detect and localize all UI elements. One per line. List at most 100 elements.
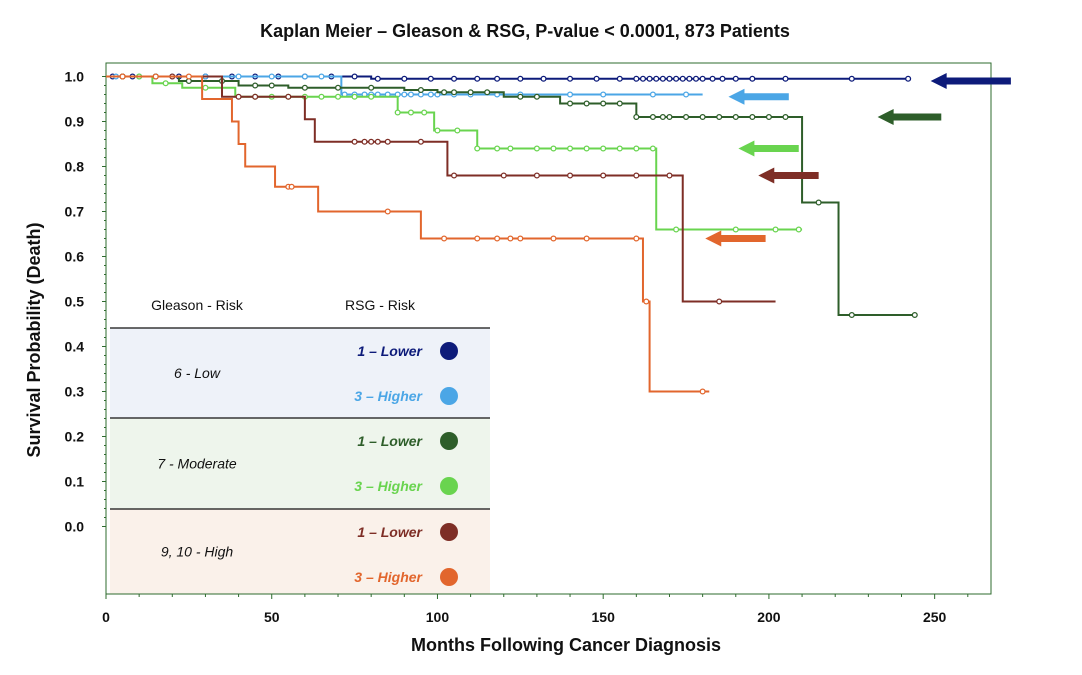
survival-curve (106, 75, 710, 393)
x-tick-label: 200 (757, 609, 781, 625)
censor-mark (673, 75, 680, 82)
censor-mark (600, 145, 607, 152)
km-series-5 (106, 73, 766, 395)
legend-header-rsg: RSG - Risk (345, 297, 416, 313)
censor-mark (659, 113, 666, 121)
censor-mark (699, 113, 706, 121)
censor-mark (646, 75, 653, 82)
y-axis-title: Survival Probability (Death) (24, 222, 44, 457)
legend-entry-label: 1 – Lower (357, 524, 423, 540)
censor-mark (162, 80, 169, 87)
censor-mark (583, 145, 590, 152)
x-tick-label: 250 (923, 609, 947, 625)
censor-mark (815, 199, 822, 206)
censor-mark (782, 75, 789, 82)
censor-mark (441, 235, 448, 242)
series-arrow (728, 88, 789, 105)
censor-mark (649, 145, 656, 152)
y-tick-label: 0.5 (65, 294, 85, 310)
censor-mark (185, 73, 192, 80)
censor-mark (450, 75, 458, 82)
legend-swatch (440, 342, 458, 360)
legend-group-band (110, 328, 490, 418)
y-tick-label: 0.3 (65, 384, 85, 400)
series-arrow (758, 167, 819, 184)
censor-mark (384, 138, 391, 145)
censor-mark (566, 91, 574, 98)
y-tick-label: 0.2 (65, 429, 85, 445)
censor-mark (550, 235, 557, 242)
censor-mark (692, 75, 700, 82)
censor-mark (633, 235, 640, 242)
censor-mark (421, 109, 428, 116)
censor-mark (616, 75, 623, 82)
censor-mark (454, 127, 461, 134)
censor-mark (374, 75, 381, 82)
x-tick-label: 150 (592, 609, 616, 625)
censor-mark (649, 113, 656, 121)
legend-entry-label: 1 – Lower (357, 343, 423, 359)
y-tick-label: 0.8 (65, 159, 85, 175)
series-arrow (705, 230, 766, 247)
censor-mark (749, 75, 756, 82)
censor-mark (450, 89, 458, 96)
censor-mark (583, 100, 590, 107)
censor-mark (494, 145, 501, 152)
y-tick-label: 0.9 (65, 114, 85, 130)
censor-mark (566, 172, 574, 179)
censor-mark (351, 93, 358, 100)
censor-mark (500, 172, 507, 179)
censor-mark (407, 91, 414, 98)
censor-mark (401, 91, 408, 98)
censor-mark (417, 138, 424, 145)
censor-mark (716, 298, 723, 305)
censor-mark (374, 138, 381, 145)
censor-mark (474, 75, 481, 82)
survival-curve (106, 75, 776, 303)
censor-mark (533, 172, 540, 179)
censor-mark (643, 298, 650, 305)
x-tick-label: 50 (264, 609, 280, 625)
censor-mark (288, 183, 295, 190)
censor-mark (633, 145, 640, 152)
censor-mark (268, 82, 275, 89)
censor-mark (484, 89, 491, 96)
censor-mark (467, 89, 474, 96)
censor-mark (633, 172, 640, 179)
censor-mark (301, 84, 308, 91)
censor-mark (427, 91, 434, 98)
censor-mark (202, 84, 209, 91)
censor-mark (517, 235, 524, 242)
censor-mark (434, 127, 441, 134)
censor-mark (699, 388, 706, 395)
legend-group-band (110, 509, 490, 594)
legend-group-band (110, 418, 490, 509)
censor-mark (732, 75, 739, 82)
censor-mark (507, 145, 514, 152)
censor-mark (699, 75, 706, 82)
censor-mark (474, 145, 481, 152)
censor-mark (494, 75, 501, 82)
censor-mark (517, 93, 524, 100)
censor-mark (666, 113, 673, 121)
censor-mark (351, 138, 358, 145)
y-tick-label: 0.4 (65, 339, 85, 355)
censor-mark (368, 138, 375, 145)
censor-mark (732, 226, 739, 233)
legend-swatch (440, 523, 458, 541)
censor-mark (252, 93, 259, 100)
censor-mark (666, 172, 673, 179)
censor-mark (795, 226, 802, 233)
censor-mark (533, 93, 540, 100)
x-tick-label: 0 (102, 609, 110, 625)
censor-mark (334, 84, 342, 91)
censor-mark (683, 91, 690, 98)
censor-mark (285, 93, 292, 100)
censor-mark (441, 89, 448, 96)
censor-mark (659, 75, 666, 82)
censor-mark (252, 82, 259, 89)
censor-mark (566, 100, 574, 107)
legend-group-label: 9, 10 - High (161, 544, 234, 560)
legend-swatch (440, 477, 458, 495)
